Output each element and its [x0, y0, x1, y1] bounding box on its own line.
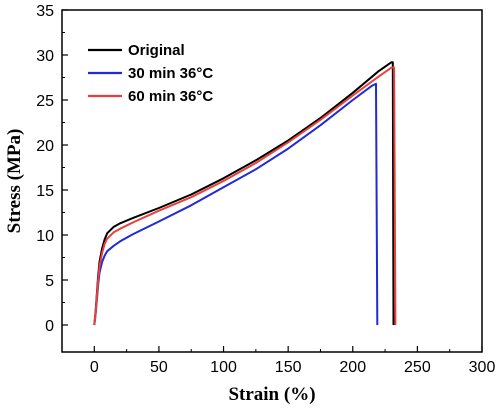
x-tick-label: 250 — [404, 359, 431, 376]
legend-label-2: 60 min 36°C — [128, 88, 213, 105]
x-tick-label: 200 — [339, 359, 366, 376]
x-axis-ticks: 0 50 100 150 200 250 300 — [61, 346, 496, 376]
x-axis-title: Strain (%) — [228, 384, 315, 405]
series-line-1 — [93, 82, 379, 326]
legend-label-1: 30 min 36°C — [128, 65, 213, 82]
legend: Original 30 min 36°C 60 min 36°C — [88, 42, 213, 105]
plot-lines — [93, 61, 397, 326]
x-tick-label: 150 — [275, 359, 302, 376]
y-tick-label: 15 — [36, 183, 54, 200]
x-tick-label: 0 — [90, 359, 99, 376]
x-tick-label: 50 — [150, 359, 168, 376]
y-tick-label: 20 — [36, 138, 54, 155]
legend-label-0: Original — [128, 42, 185, 59]
x-tick-label: 100 — [210, 359, 237, 376]
plot-frame — [61, 9, 483, 353]
y-tick-label: 30 — [36, 48, 54, 65]
y-tick-label: 25 — [36, 93, 54, 110]
y-tick-label: 10 — [36, 228, 54, 245]
y-tick-label: 35 — [36, 3, 54, 20]
series-line-2 — [93, 66, 397, 326]
y-axis-title: Stress (MPa) — [4, 129, 25, 234]
y-axis-ticks: 0 5 10 15 20 25 30 35 — [36, 3, 68, 335]
y-tick-label: 0 — [45, 318, 54, 335]
x-tick-label: 300 — [469, 359, 496, 376]
y-tick-label: 5 — [45, 273, 54, 290]
